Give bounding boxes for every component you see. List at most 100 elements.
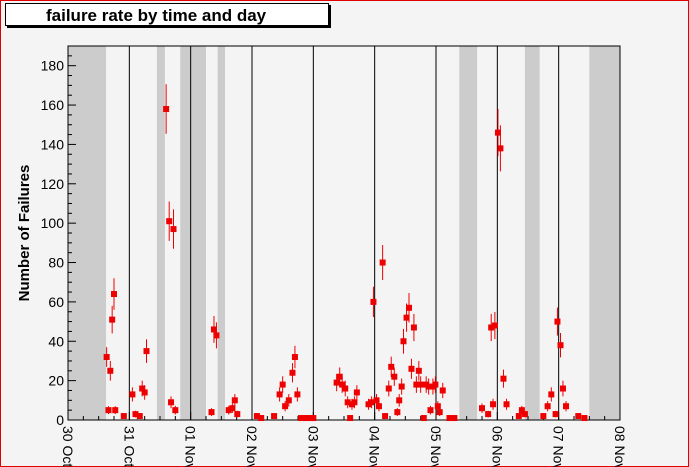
x-tick-label: 06 Nov	[489, 426, 505, 467]
data-point	[540, 413, 547, 420]
shaded-band	[524, 46, 540, 420]
data-point	[285, 397, 292, 404]
data-point	[105, 407, 112, 414]
data-point	[103, 354, 110, 361]
x-tick-label: 31 Oct	[121, 426, 137, 467]
data-point	[417, 381, 424, 388]
data-point	[413, 381, 420, 388]
data-point	[544, 403, 551, 410]
data-point	[410, 324, 417, 331]
y-tick-label: 140	[41, 136, 65, 152]
data-point	[213, 332, 220, 339]
data-point	[559, 385, 566, 392]
shaded-band	[217, 46, 226, 420]
data-point	[107, 367, 114, 374]
data-point	[282, 403, 289, 410]
data-point	[166, 218, 173, 225]
x-tick-label: 03 Nov	[305, 426, 321, 467]
data-point	[490, 401, 497, 408]
data-point	[394, 409, 401, 416]
data-point	[342, 385, 349, 392]
data-point	[385, 385, 392, 392]
data-point	[554, 318, 561, 325]
data-point	[310, 415, 317, 422]
data-point	[434, 403, 441, 410]
data-point	[172, 407, 179, 414]
chart-title: failure rate by time and day	[5, 3, 329, 26]
data-point	[370, 298, 377, 305]
data-point	[336, 373, 343, 380]
data-point	[111, 291, 117, 298]
data-point	[518, 407, 525, 414]
y-axis: 0 20 40 60 80 100 120 140 160 180	[41, 55, 76, 428]
data-point	[234, 411, 241, 418]
data-point	[208, 409, 215, 416]
data-point	[415, 367, 422, 374]
shaded-band	[68, 46, 107, 420]
data-point	[515, 413, 522, 420]
day-divider-lines	[128, 46, 560, 420]
x-tick-label: 30 Oct	[60, 426, 76, 467]
data-point	[479, 405, 485, 412]
x-tick-label: 01 Nov	[183, 426, 199, 467]
data-point	[112, 407, 119, 414]
data-point	[388, 363, 395, 370]
data-point	[391, 373, 398, 380]
data-point	[353, 389, 360, 396]
shaded-band	[459, 46, 478, 420]
data-point	[168, 399, 175, 406]
data-point	[446, 415, 453, 422]
data-point	[339, 381, 346, 388]
data-point	[276, 391, 283, 398]
data-point	[289, 369, 296, 376]
x-tick-label: 02 Nov	[244, 426, 260, 467]
shaded-band	[180, 46, 206, 420]
data-point	[439, 387, 446, 394]
weekend-bands	[68, 46, 620, 420]
y-tick-label: 20	[48, 373, 64, 389]
data-point	[548, 391, 555, 398]
data-point	[109, 316, 116, 323]
data-point	[141, 389, 148, 396]
data-point	[365, 401, 372, 408]
data-point	[347, 415, 354, 422]
data-point	[488, 324, 495, 331]
data-point	[333, 379, 340, 386]
data-point	[231, 397, 238, 404]
shaded-band	[156, 46, 165, 420]
data-point	[351, 399, 358, 406]
y-tick-label: 120	[41, 176, 65, 192]
y-tick-label: 0	[56, 412, 64, 428]
data-point	[581, 415, 588, 422]
data-point	[136, 413, 143, 420]
data-point	[279, 381, 286, 388]
data-point	[451, 415, 458, 422]
data-points	[103, 84, 588, 422]
y-tick-label: 60	[48, 294, 64, 310]
data-point	[373, 397, 380, 404]
data-point	[258, 415, 265, 422]
data-point	[563, 403, 570, 410]
data-point	[229, 405, 236, 412]
data-point	[298, 415, 305, 422]
data-point	[432, 381, 439, 388]
data-point	[163, 105, 170, 112]
data-point	[294, 391, 301, 398]
data-point	[344, 399, 351, 406]
data-point	[497, 145, 504, 152]
data-point	[403, 314, 410, 321]
data-point	[425, 383, 432, 390]
data-point	[225, 407, 232, 414]
y-tick-label: 180	[41, 58, 65, 74]
data-point	[485, 411, 492, 418]
data-point	[143, 348, 150, 355]
y-tick-label: 80	[48, 255, 64, 271]
data-point	[396, 397, 403, 404]
data-point	[491, 322, 498, 329]
data-point	[420, 415, 427, 422]
data-point	[379, 259, 386, 266]
x-tick-label: 04 Nov	[367, 426, 383, 467]
data-point	[406, 304, 413, 311]
data-point	[302, 415, 309, 422]
data-point	[291, 354, 298, 361]
